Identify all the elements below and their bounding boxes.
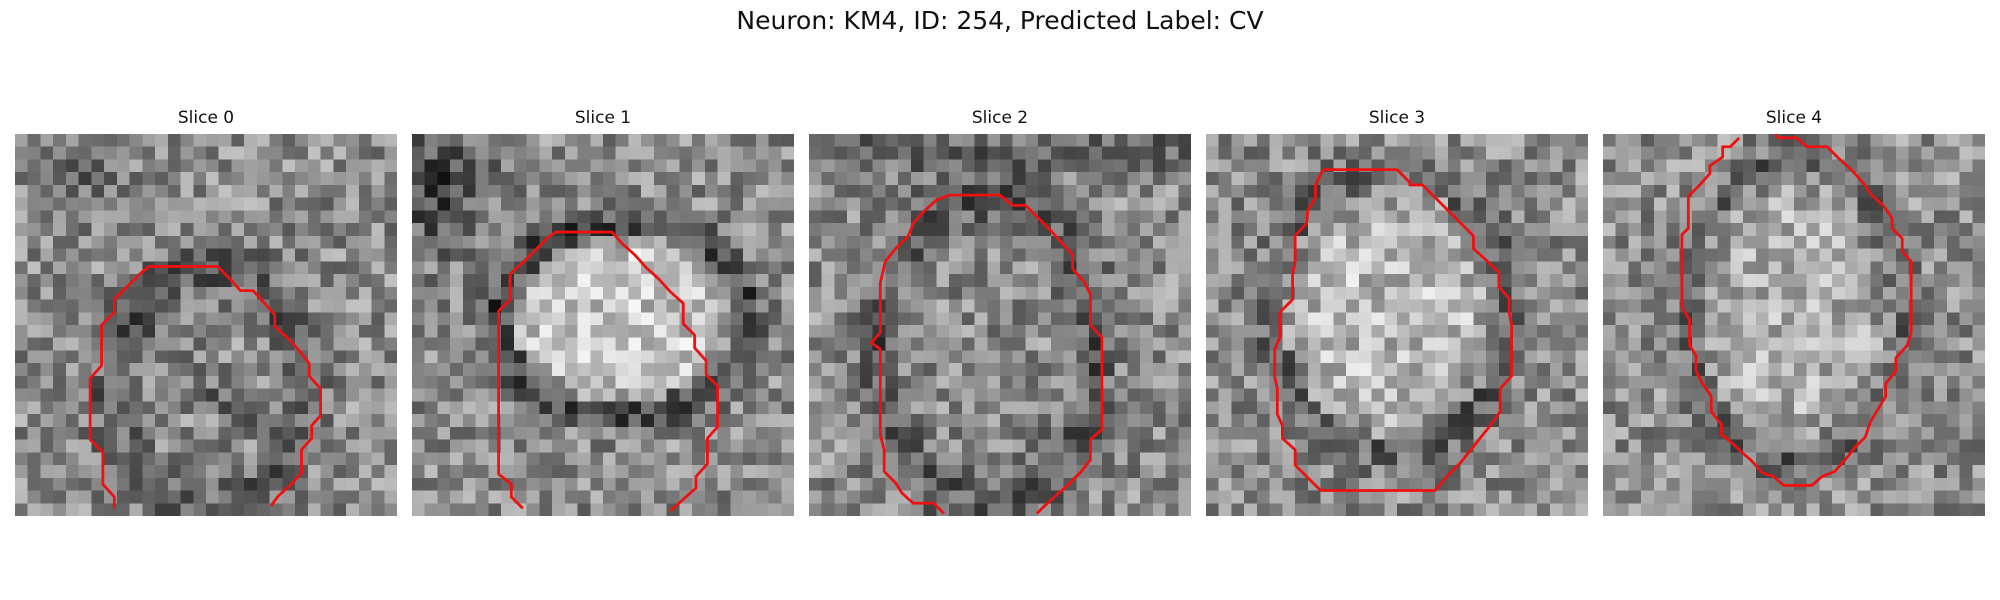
- grayscale-microscopy-image: [809, 134, 1191, 516]
- red-contour-line: [88, 265, 323, 509]
- grayscale-microscopy-image: [1603, 134, 1985, 516]
- red-contour-line: [497, 230, 720, 512]
- slice-image-2: [809, 134, 1191, 516]
- grayscale-microscopy-image: [412, 134, 794, 516]
- slice-title-1: Slice 1: [574, 108, 632, 128]
- slice-image-0: [15, 134, 397, 516]
- red-contour-line: [1273, 168, 1514, 492]
- slice-image-4: [1603, 134, 1985, 516]
- slice-image-1: [412, 134, 794, 516]
- figure-title: Neuron: KM4, ID: 254, Predicted Label: C…: [736, 6, 1264, 35]
- grayscale-microscopy-image: [15, 134, 397, 516]
- slice-title-3: Slice 3: [1368, 108, 1426, 128]
- red-contour-line: [1680, 134, 1913, 487]
- slice-title-0: Slice 0: [177, 108, 235, 128]
- grayscale-microscopy-image: [1206, 134, 1588, 516]
- slice-image-3: [1206, 134, 1588, 516]
- slice-title-4: Slice 4: [1765, 108, 1823, 128]
- red-contour-line: [869, 193, 1104, 515]
- slice-title-2: Slice 2: [971, 108, 1029, 128]
